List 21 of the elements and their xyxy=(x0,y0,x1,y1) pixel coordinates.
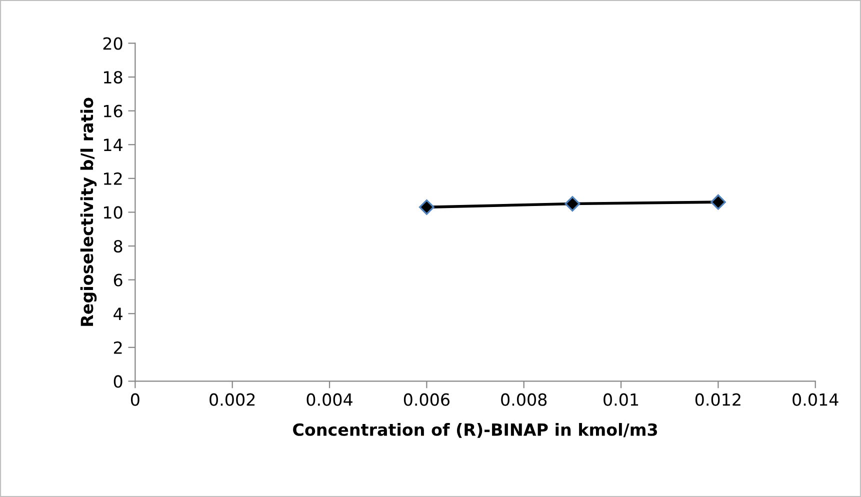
x-tick-label: 0.004 xyxy=(306,393,352,406)
y-tick-label: 10 xyxy=(104,206,122,219)
y-tick-label: 6 xyxy=(114,274,122,286)
y-tick-label: 16 xyxy=(104,104,122,118)
y-tick-label: 20 xyxy=(103,37,122,50)
x-tick-label: 0.01 xyxy=(604,393,638,406)
x-tick-label: 0.006 xyxy=(404,393,450,406)
y-tick-label: 4 xyxy=(114,308,122,320)
x-tick-label: 0.002 xyxy=(210,393,255,406)
y-tick-label: 12 xyxy=(104,172,122,185)
y-tick-label: 0 xyxy=(114,375,122,388)
y-tick-label: 14 xyxy=(104,138,122,151)
x-tick-label: 0 xyxy=(130,393,140,406)
x-tick-label: 0.014 xyxy=(792,393,838,406)
x-axis-title: Concentration of (R)-BINAP in kmol/m3 xyxy=(293,423,658,438)
x-tick-label: 0.008 xyxy=(501,393,547,406)
y-tick-label: 8 xyxy=(114,240,122,253)
y-tick-label: 2 xyxy=(114,341,122,354)
x-tick-label: 0.012 xyxy=(695,393,740,406)
y-axis-title: Regioselectivity b/l ratio xyxy=(80,98,97,326)
y-tick-label: 18 xyxy=(104,70,122,84)
